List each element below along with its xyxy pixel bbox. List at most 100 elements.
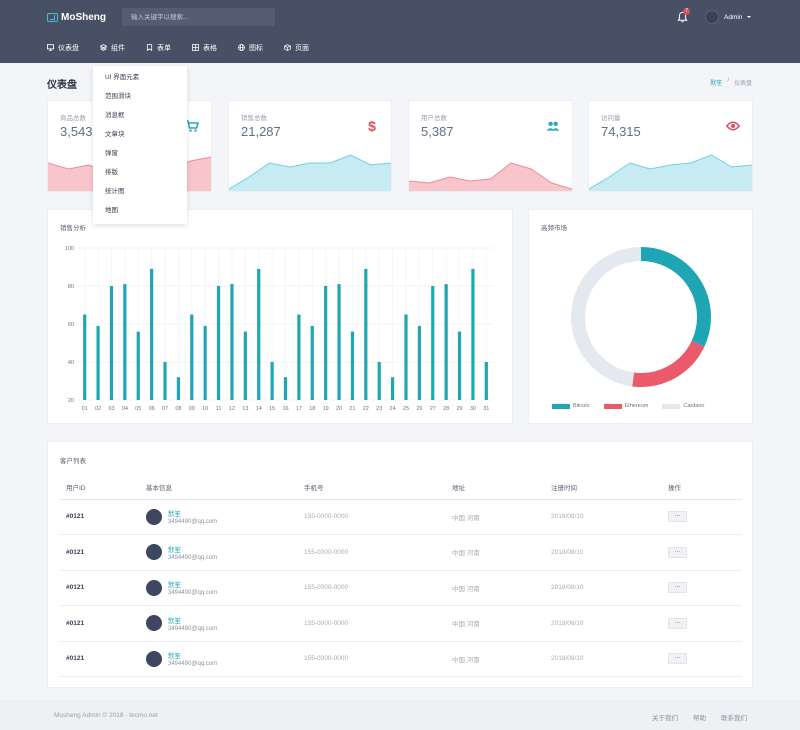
nav-item-forms[interactable]: 表单: [146, 40, 171, 55]
sparkline: [229, 154, 391, 191]
bar: [283, 377, 288, 400]
more-actions-button[interactable]: ···: [668, 546, 687, 558]
dollar-icon: $: [368, 119, 376, 133]
x-tick-label: 26: [416, 406, 422, 412]
bar: [176, 377, 181, 400]
stat-value: 3,543: [60, 124, 93, 139]
legend-item-ethereum: Ethereum: [603, 403, 649, 409]
sparkline-line: [409, 162, 572, 190]
top-bar: MoSheng 7 Admin 仪表盘 组件 表单 表格 图标: [0, 0, 800, 63]
customer-name[interactable]: 默笙: [168, 617, 181, 625]
footer-links: 关于我们 帮助 联系我们: [652, 712, 747, 722]
x-tick-label: 22: [363, 406, 369, 412]
bar: [377, 362, 381, 400]
menu-item-range-slider[interactable]: 范围滑块: [105, 93, 131, 100]
bar: [457, 331, 462, 400]
y-tick-label: 20: [68, 398, 74, 404]
customer-name[interactable]: 默笙: [168, 653, 181, 661]
layers-icon: [100, 44, 107, 51]
menu-item-modal[interactable]: 弹窗: [105, 150, 118, 157]
bar: [431, 286, 435, 400]
breadcrumb: 默笙 / 仪表盘: [710, 78, 752, 87]
x-tick-label: 23: [376, 406, 382, 412]
breadcrumb-home[interactable]: 默笙: [710, 81, 723, 87]
x-tick-label: 07: [162, 406, 168, 412]
bar: [364, 268, 368, 400]
table-header-row: 用户ID 基本信息 手机号 地址 注册时间 操作: [60, 476, 742, 500]
customer-actions: ···: [668, 605, 742, 642]
legend-label: Ethereum: [624, 403, 649, 409]
menu-item-article-block[interactable]: 文章块: [105, 131, 125, 138]
customer-phone: 155-0000-0000: [304, 570, 452, 606]
user-menu[interactable]: Admin: [705, 10, 752, 24]
footer-link-about[interactable]: 关于我们: [652, 715, 678, 722]
bar: [123, 284, 127, 400]
x-tick-label: 17: [296, 406, 302, 412]
app-logo[interactable]: MoSheng: [47, 12, 106, 23]
nav-item-icons[interactable]: 图标: [238, 40, 263, 55]
customer-address: 中国 河南: [452, 499, 551, 535]
customer-name[interactable]: 默笙: [168, 511, 181, 519]
more-actions-button[interactable]: ···: [668, 511, 687, 523]
bookmark-icon: [146, 44, 153, 51]
eye-icon: [726, 121, 740, 131]
nav-label: 仪表盘: [58, 44, 79, 52]
more-actions-button[interactable]: ···: [668, 653, 687, 665]
customer-name[interactable]: 默笙: [168, 546, 181, 554]
x-tick-label: 05: [135, 406, 141, 412]
bar: [83, 314, 87, 400]
chevron-down-icon: [747, 16, 752, 18]
breadcrumb-separator: /: [727, 78, 729, 84]
sparkline-area: [229, 155, 391, 191]
nav-item-tables[interactable]: 表格: [192, 40, 217, 55]
x-tick-label: 11: [216, 406, 222, 412]
users-icon: [546, 121, 560, 131]
customer-email: 3494490@qq.com: [168, 554, 218, 561]
legend-label: Cardano: [683, 403, 705, 409]
nav-label: 图标: [249, 44, 263, 52]
avatar: [705, 10, 719, 24]
donut-slice-cardano: [571, 247, 642, 387]
y-tick-label: 100: [65, 246, 74, 252]
more-actions-button[interactable]: ···: [668, 582, 687, 594]
menu-item-charts[interactable]: 统计图: [105, 188, 125, 195]
customer-address: 中国 河南: [452, 641, 551, 677]
stat-label: 销售总数: [241, 115, 267, 122]
breadcrumb-current: 仪表盘: [733, 81, 752, 87]
stat-value: 21,287: [241, 124, 281, 139]
x-tick-label: 18: [309, 406, 315, 412]
footer-link-contact[interactable]: 联系我们: [721, 715, 747, 722]
customer-info: 默笙 3494490@qq.com: [146, 605, 304, 642]
x-tick-label: 14: [256, 406, 262, 412]
sparkline-line: [229, 154, 391, 190]
customer-id: #0121: [60, 570, 146, 606]
footer-link-help[interactable]: 帮助: [693, 715, 706, 722]
nav-item-dashboard[interactable]: 仪表盘: [47, 40, 79, 55]
nav-item-components[interactable]: 组件: [100, 40, 125, 55]
x-tick-label: 08: [175, 406, 181, 412]
customer-list-panel: 客户列表 用户ID 基本信息 手机号 地址 注册时间 操作 #0121 默笙 34…: [47, 441, 753, 688]
menu-item-ui-elements[interactable]: UI 界面元素: [105, 74, 140, 81]
svg-text:$: $: [368, 119, 376, 133]
logo-icon: [47, 13, 58, 22]
avatar: [146, 615, 162, 632]
menu-item-map[interactable]: 地图: [105, 207, 118, 214]
page-title: 仪表盘: [47, 80, 77, 91]
nav-label: 表单: [157, 44, 171, 52]
footer-copyright: Mosheng Admin © 2018 - tecmo.net: [54, 712, 158, 719]
nav-label: 组件: [111, 44, 125, 52]
customer-id: #0121: [60, 499, 146, 535]
x-tick-label: 01: [82, 406, 88, 412]
y-tick-label: 60: [68, 322, 74, 328]
search-input[interactable]: [122, 8, 275, 26]
menu-item-message-box[interactable]: 消息框: [105, 112, 125, 119]
customer-name[interactable]: 默笙: [168, 582, 181, 590]
sparkline-line: [589, 154, 752, 190]
customer-actions: ···: [668, 499, 742, 535]
nav-item-pages[interactable]: 页面: [284, 40, 309, 55]
sales-analysis-panel: 销售分析 100 80 60 40 20 01 02 03 04 05 06 07 08 09 10 11 12…: [47, 209, 513, 424]
more-actions-button[interactable]: ···: [668, 617, 687, 629]
x-tick-label: 02: [95, 406, 101, 412]
search-box[interactable]: [122, 8, 275, 26]
menu-item-typography[interactable]: 排版: [105, 169, 118, 176]
